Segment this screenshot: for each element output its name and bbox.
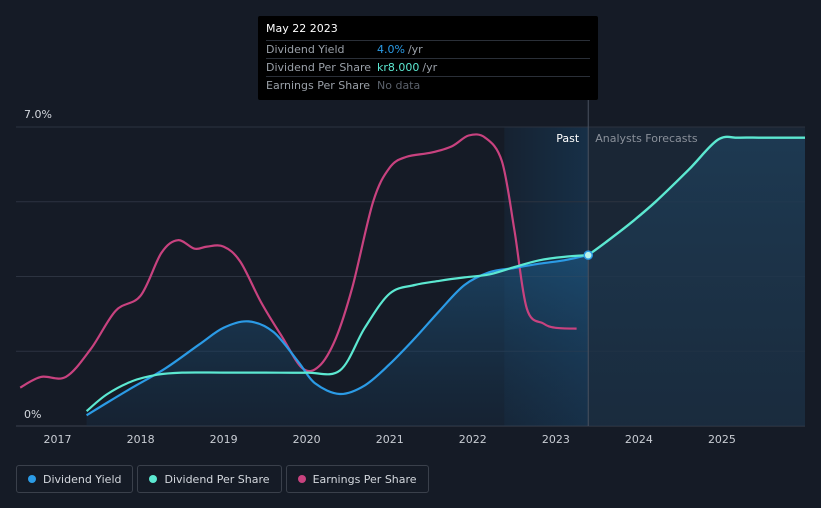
forecast-area (588, 136, 805, 426)
tooltip-unit: /yr (422, 61, 438, 74)
legend-item-dividend-per-share[interactable]: Dividend Per Share (137, 465, 282, 493)
legend-dot-icon (28, 475, 36, 483)
hover-marker (583, 250, 593, 260)
x-tick-label: 2017 (44, 433, 72, 446)
y-tick-label: 0% (24, 408, 41, 421)
tooltip-row-dividend-yield: Dividend Yield 4.0% /yr (266, 40, 590, 58)
tooltip: May 22 2023 Dividend Yield 4.0% /yr Divi… (258, 16, 598, 100)
legend-label: Earnings Per Share (312, 472, 417, 486)
legend-dot-icon (149, 475, 158, 483)
legend-item-dividend-yield[interactable]: Dividend Yield (16, 465, 134, 493)
tooltip-label: Earnings Per Share (266, 79, 371, 92)
x-tick-label: 2022 (459, 433, 487, 446)
y-tick-label: 7.0% (24, 108, 52, 121)
x-tick-label: 2025 (708, 433, 736, 446)
x-tick-label: 2018 (127, 433, 155, 446)
x-tick-label: 2023 (542, 433, 570, 446)
legend-dot-icon (297, 475, 306, 483)
x-tick-label: 2021 (376, 433, 404, 446)
past-label: Past (556, 132, 580, 145)
tooltip-date: May 22 2023 (266, 22, 338, 35)
dividend-per-share-line (85, 254, 589, 412)
dividend-per-share-forecast-line (587, 135, 805, 257)
legend-label: Dividend Per Share (164, 472, 270, 486)
forecast-label: Analysts Forecasts (595, 132, 698, 145)
x-tick-label: 2024 (625, 433, 653, 446)
x-tick-label: 2019 (210, 433, 238, 446)
tooltip-row-dividend-per-share: Dividend Per Share kr8.000 /yr (266, 58, 590, 76)
tooltip-row-earnings-per-share: Earnings Per Share No data (266, 76, 590, 94)
tooltip-label: Dividend Yield (266, 43, 345, 56)
legend: Dividend Yield Dividend Per Share Earnin… (16, 465, 429, 493)
legend-label: Dividend Yield (43, 472, 122, 486)
legend-item-earnings-per-share[interactable]: Earnings Per Share (285, 465, 429, 493)
tooltip-value: No data (377, 79, 421, 92)
tooltip-value: kr8.000 (377, 61, 420, 74)
x-tick-label: 2020 (293, 433, 321, 446)
tooltip-value: 4.0% (377, 43, 405, 56)
tooltip-unit: /yr (407, 43, 423, 56)
dividend-yield-area (86, 255, 589, 426)
earnings-per-share-line (19, 133, 577, 389)
tooltip-label: Dividend Per Share (266, 61, 372, 74)
